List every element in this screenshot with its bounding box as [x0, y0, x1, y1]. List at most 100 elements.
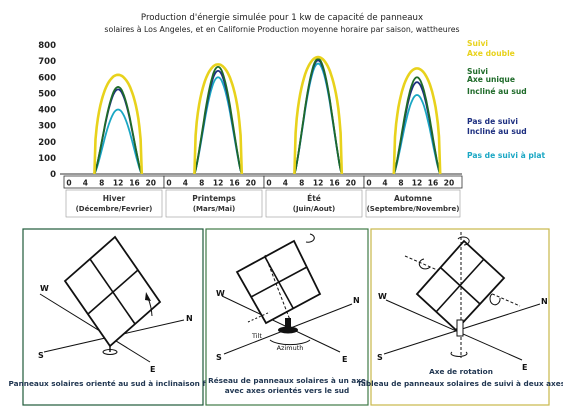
tilt-guide — [247, 311, 271, 323]
hour-tick-label: 16 — [229, 179, 239, 188]
hour-tick-label: 8 — [99, 179, 104, 188]
hour-tick-label: 16 — [329, 179, 339, 188]
hour-tick-label: 8 — [299, 179, 304, 188]
series-line — [293, 55, 344, 175]
tilt-label: Tilt — [251, 332, 262, 340]
legend-entry: Pas de suivi — [467, 117, 518, 126]
season-name: Été — [307, 194, 321, 203]
compass-s: S — [216, 353, 222, 362]
panel-dual-axis: W N S E Axe de rotation Tableau de panne… — [357, 228, 563, 406]
series-line — [193, 69, 243, 175]
series-curves — [93, 55, 442, 175]
season-months: (Septembre/Novembre) — [367, 205, 460, 213]
azimuth-label: Azimuth — [277, 344, 304, 352]
hour-tick-label: 12 — [412, 179, 422, 188]
series-line — [392, 76, 442, 175]
tracker-base — [278, 326, 298, 334]
series-line — [193, 65, 243, 175]
panel-caption: Panneaux solaires orienté au sud à incli… — [9, 379, 218, 388]
series-line — [293, 59, 343, 175]
series-line — [93, 86, 143, 175]
series-line — [193, 63, 244, 175]
azimuth-arc — [269, 339, 311, 346]
y-tick-label: 100 — [38, 154, 56, 164]
hour-tick-label: 0 — [366, 179, 371, 188]
y-tick-label: 800 — [38, 41, 56, 51]
hour-tick-label: 12 — [213, 179, 223, 188]
compass-w: W — [40, 284, 49, 293]
compass-s: S — [38, 351, 44, 360]
legend-entry: Axe double — [467, 49, 515, 58]
x-axis-hours: 0 4 8 12 16 20 0 4 8 12 16 20 0 4 8 12 16 20 0 4 8 12 16 20 — [63, 175, 463, 189]
hour-tick-label: 8 — [199, 179, 204, 188]
series-line — [93, 108, 143, 175]
rotation-arrow-icon — [450, 351, 468, 357]
legend-entry: Pas de suivi à plat — [467, 151, 546, 160]
hour-tick-label: 20 — [246, 179, 256, 188]
y-tick-label: 400 — [38, 106, 56, 116]
legend-entry: Incliné au sud — [467, 127, 527, 136]
compass-n: N — [353, 296, 360, 305]
hour-tick-label: 0 — [166, 179, 171, 188]
season-labels: Hiver (Décembre/Fevrier) Printemps (Mars/Ma… — [65, 189, 461, 218]
series-line — [293, 57, 343, 175]
compass-s: S — [377, 353, 383, 362]
chart-title-line-1: Production d'énergie simulée pour 1 kw d… — [141, 12, 423, 23]
solar-panel — [63, 235, 162, 348]
base-disc — [102, 349, 118, 355]
season-name: Hiver — [103, 194, 126, 203]
tilt-arrow-icon — [145, 292, 151, 301]
rotation-arrow-icon — [418, 258, 431, 270]
tracker-post — [456, 319, 464, 337]
hour-tick-label: 0 — [66, 179, 71, 188]
y-axis: 800 700 600 500 400 300 200 100 0 — [38, 41, 56, 180]
compass-w: W — [216, 289, 225, 298]
chart-title-line-2: solaires à Los Angeles, et en Californie… — [104, 25, 459, 34]
legend-entry: Axe unique — [467, 75, 515, 84]
hour-tick-label: 12 — [313, 179, 323, 188]
hour-tick-label: 4 — [382, 179, 387, 188]
axis-line-w-e — [39, 293, 151, 363]
season-months: (Juin/Aout) — [293, 205, 335, 213]
hour-tick-label: 4 — [283, 179, 288, 188]
rotation-arrow-icon — [457, 236, 470, 246]
season-name: Printemps — [192, 194, 236, 203]
compass-e: E — [150, 365, 155, 374]
axis-line-w-e — [221, 295, 341, 353]
rotation-axis-label: Axe de rotation — [429, 367, 493, 376]
hour-tick-label: 20 — [444, 179, 454, 188]
compass-w: W — [378, 292, 387, 301]
hour-axis-box — [363, 175, 463, 189]
panel-caption: Tableau de panneaux solaires de suivi à … — [357, 379, 563, 388]
season-label-box — [365, 189, 461, 218]
compass-n: N — [186, 314, 193, 323]
compass-n: N — [541, 297, 548, 306]
solar-panel — [415, 239, 506, 332]
season-months: (Mars/Mai) — [193, 205, 235, 213]
legend-entry: Suivi — [467, 39, 488, 48]
season-months: (Décembre/Fevrier) — [76, 205, 153, 213]
solar-panel — [235, 239, 322, 325]
panel-caption-line-1: Réseau de panneaux solaires à un axe — [208, 376, 366, 385]
y-tick-label: 700 — [38, 57, 56, 67]
season-label-box — [65, 189, 163, 218]
legend-entry: Incliné au sud — [467, 87, 527, 96]
tracker-post — [285, 318, 291, 328]
hour-tick-label: 20 — [346, 179, 356, 188]
hour-tick-label: 16 — [129, 179, 139, 188]
hour-tick-label: 20 — [146, 179, 156, 188]
hour-tick-label: 0 — [266, 179, 271, 188]
panel-caption-line-2: avec axes orientés vers le sud — [225, 386, 349, 395]
panel-fixed-tilt: W N S E Panneaux solaires orienté au sud… — [9, 228, 218, 406]
hour-tick-label: 4 — [83, 179, 88, 188]
series-line — [93, 73, 144, 175]
legend-entry: Suivi — [467, 67, 488, 76]
compass-e: E — [522, 363, 527, 372]
hour-tick-label: 8 — [398, 179, 403, 188]
y-tick-label: 600 — [38, 73, 56, 83]
y-tick-label: 300 — [38, 122, 56, 132]
rotation-arrow-icon — [305, 233, 315, 243]
rotation-arrow-icon — [489, 293, 501, 306]
